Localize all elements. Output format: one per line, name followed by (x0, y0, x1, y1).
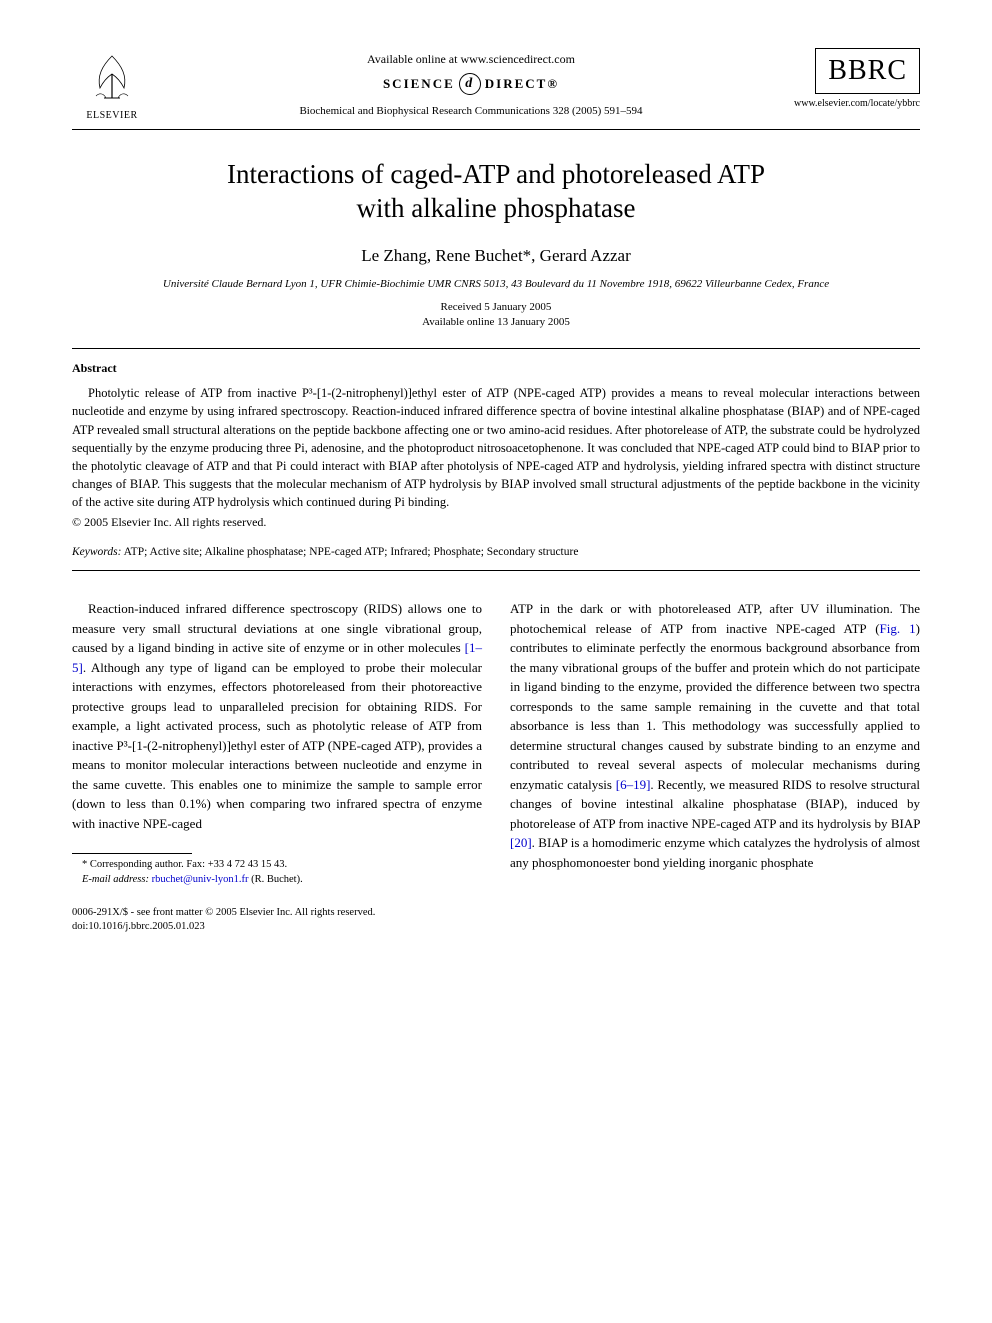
body-text: ATP in the dark or with photoreleased AT… (510, 601, 920, 636)
abstract-top-rule (72, 348, 920, 349)
page-header: ELSEVIER Available online at www.science… (72, 48, 920, 121)
available-online-text: Available online at www.sciencedirect.co… (152, 52, 790, 67)
sd-d-icon: d (459, 73, 481, 95)
header-right: BBRC www.elsevier.com/locate/ybbrc (790, 48, 920, 109)
elsevier-tree-icon (82, 48, 142, 108)
received-date: Received 5 January 2005 (441, 301, 552, 313)
body-columns: Reaction-induced infrared difference spe… (72, 599, 920, 934)
journal-url: www.elsevier.com/locate/ybbrc (790, 98, 920, 109)
body-paragraph-right: ATP in the dark or with photoreleased AT… (510, 599, 920, 872)
available-online-date: Available online 13 January 2005 (422, 316, 570, 328)
front-matter-line: 0006-291X/$ - see front matter © 2005 El… (72, 906, 482, 920)
journal-reference: Biochemical and Biophysical Research Com… (152, 105, 790, 117)
figure-link[interactable]: Fig. 1 (880, 621, 916, 636)
journal-acronym-box: BBRC (815, 48, 920, 94)
header-center: Available online at www.sciencedirect.co… (152, 48, 790, 117)
sd-text-right: DIRECT® (485, 76, 559, 92)
email-author: (R. Buchet). (248, 874, 302, 885)
body-text: . BIAP is a homodimeric enzyme which cat… (510, 835, 920, 870)
body-paragraph-left: Reaction-induced infrared difference spe… (72, 599, 482, 833)
keywords-list: ATP; Active site; Alkaline phosphatase; … (121, 546, 578, 558)
abstract-bottom-rule (72, 570, 920, 571)
abstract-heading: Abstract (72, 361, 920, 376)
page-footer: 0006-291X/$ - see front matter © 2005 El… (72, 906, 482, 934)
article-dates: Received 5 January 2005 Available online… (72, 300, 920, 331)
right-column: ATP in the dark or with photoreleased AT… (510, 599, 920, 934)
affiliation: Université Claude Bernard Lyon 1, UFR Ch… (72, 278, 920, 290)
citation-link[interactable]: [20] (510, 835, 532, 850)
abstract-copyright: © 2005 Elsevier Inc. All rights reserved… (72, 515, 920, 530)
header-rule (72, 129, 920, 130)
left-column: Reaction-induced infrared difference spe… (72, 599, 482, 934)
sd-text-left: SCIENCE (383, 76, 455, 92)
body-text: . Although any type of ligand can be emp… (72, 660, 482, 831)
publisher-logo-block: ELSEVIER (72, 48, 152, 121)
email-footnote: E-mail address: rbuchet@univ-lyon1.fr (R… (72, 873, 482, 888)
citation-link[interactable]: [6–19] (616, 777, 651, 792)
footnote-rule (72, 853, 192, 854)
email-label: E-mail address: (82, 874, 149, 885)
body-text: Reaction-induced infrared difference spe… (72, 601, 482, 655)
keywords-label: Keywords: (72, 546, 121, 558)
email-link[interactable]: rbuchet@univ-lyon1.fr (149, 874, 248, 885)
keywords-line: Keywords: ATP; Active site; Alkaline pho… (72, 546, 920, 558)
sciencedirect-logo: SCIENCE d DIRECT® (152, 73, 790, 95)
body-text: ) contributes to eliminate perfectly the… (510, 621, 920, 792)
abstract-body: Photolytic release of ATP from inactive … (72, 384, 920, 511)
title-line-2: with alkaline phosphatase (357, 193, 636, 223)
elsevier-label: ELSEVIER (86, 110, 137, 121)
doi-line: doi:10.1016/j.bbrc.2005.01.023 (72, 920, 482, 934)
title-line-1: Interactions of caged-ATP and photorelea… (227, 159, 765, 189)
article-title: Interactions of caged-ATP and photorelea… (72, 158, 920, 226)
corresponding-author-footnote: * Corresponding author. Fax: +33 4 72 43… (72, 858, 482, 873)
author-list: Le Zhang, Rene Buchet*, Gerard Azzar (72, 246, 920, 266)
